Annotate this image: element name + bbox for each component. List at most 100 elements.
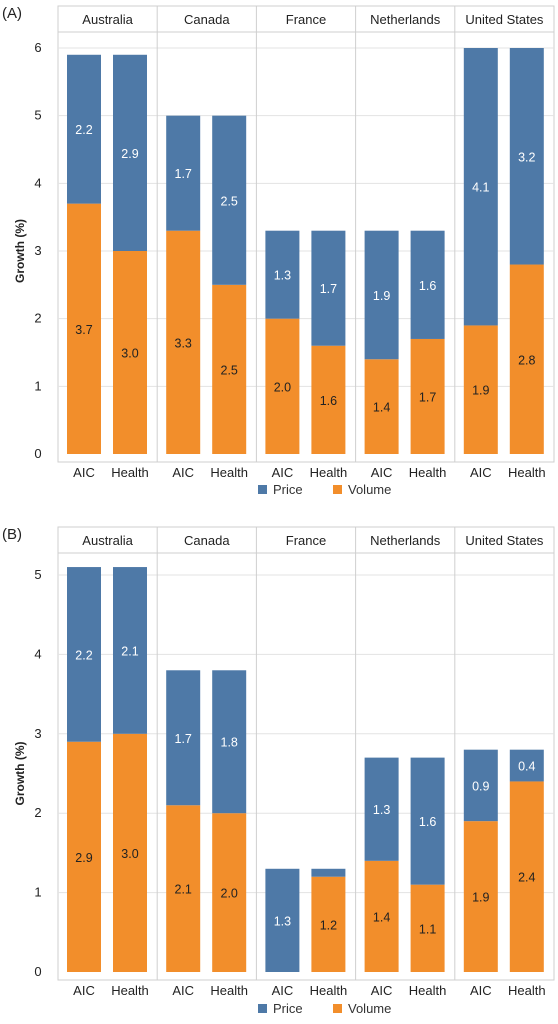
data-label-price: 1.3 (274, 914, 291, 928)
data-label-volume: 1.1 (419, 922, 436, 936)
x-tick-label-health: Health (210, 983, 248, 998)
data-label-volume: 2.0 (221, 887, 238, 901)
country-label-france: France (286, 533, 326, 548)
country-label-united-states: United States (465, 12, 544, 27)
data-label-price: 2.2 (75, 123, 92, 137)
data-label-price: 2.9 (121, 147, 138, 161)
bar-volume (311, 345, 346, 454)
country-label-canada: Canada (184, 12, 230, 27)
y-tick-label: 0 (34, 964, 41, 979)
data-label-volume: 1.4 (373, 401, 390, 415)
bar-price (463, 48, 498, 326)
bar-price (265, 868, 300, 972)
x-tick-label-health: Health (508, 465, 546, 480)
legend-label-price: Price (273, 482, 303, 497)
x-tick-label-aic: AIC (371, 983, 393, 998)
legend-label-volume: Volume (348, 1001, 391, 1016)
y-tick-label: 2 (34, 311, 41, 326)
bar-price (67, 54, 101, 204)
data-label-volume: 2.0 (274, 380, 291, 394)
facet-header-band (57, 5, 555, 33)
bar-volume (463, 821, 498, 972)
bar-volume (212, 284, 247, 454)
data-label-price: 1.9 (373, 289, 390, 303)
country-label-france: France (286, 12, 326, 27)
bar-price (463, 749, 498, 822)
legend: Price Volume (258, 1001, 391, 1016)
y-tick-label: 2 (34, 805, 41, 820)
y-axis-title: Growth (%) (13, 219, 27, 283)
x-tick-label-aic: AIC (272, 465, 294, 480)
bar-price (212, 670, 247, 814)
country-label-australia: Australia (82, 533, 133, 548)
bar-price (212, 115, 247, 285)
bar-volume (311, 876, 346, 972)
data-label-volume: 2.9 (75, 851, 92, 865)
x-tick-label-aic: AIC (73, 983, 95, 998)
bar-volume (410, 338, 445, 454)
y-tick-label: 1 (34, 378, 41, 393)
data-label-volume: 3.7 (75, 323, 92, 337)
bar-volume (67, 203, 101, 454)
x-tick-label-health: Health (409, 983, 447, 998)
data-label-price: 3.2 (518, 150, 535, 164)
data-label-volume: 2.8 (518, 353, 535, 367)
bar-price (410, 230, 445, 339)
bar-volume (265, 318, 300, 454)
data-label-price: 1.6 (419, 279, 436, 293)
country-label-united-states: United States (465, 533, 544, 548)
plot-frame (57, 552, 555, 981)
x-tick-label-aic: AIC (371, 465, 393, 480)
legend-swatch-price (258, 1004, 267, 1013)
bar-price (113, 567, 147, 734)
x-tick-label-aic: AIC (73, 465, 95, 480)
bar-volume (113, 733, 147, 972)
bar-price (410, 757, 445, 885)
facet-header-band (57, 526, 555, 554)
data-label-volume: 1.2 (320, 918, 337, 932)
data-label-volume: 1.9 (472, 384, 489, 398)
x-tick-label-health: Health (111, 465, 149, 480)
x-tick-label-health: Health (409, 465, 447, 480)
x-tick-label-health: Health (111, 983, 149, 998)
bar-price (166, 670, 201, 806)
data-label-volume: 3.0 (121, 847, 138, 861)
bar-volume (364, 860, 399, 972)
data-label-volume: 2.4 (518, 871, 535, 885)
data-label-volume: 2.5 (221, 363, 238, 377)
bar-volume (509, 781, 544, 972)
legend-label-price: Price (273, 1001, 303, 1016)
chart-panel-a: (A) 0 1 2 3 4 5 6 Growth (%) Australia 3.7 2.2 AIC 3.… (2, 5, 555, 497)
legend-label-volume: Volume (348, 482, 391, 497)
bar-volume (364, 359, 399, 454)
data-label-price: 4.1 (472, 181, 489, 195)
country-label-canada: Canada (184, 533, 230, 548)
x-tick-label-aic: AIC (172, 983, 194, 998)
data-label-volume: 2.1 (175, 883, 192, 897)
x-tick-label-health: Health (210, 465, 248, 480)
bar-volume (113, 251, 147, 454)
data-label-price: 2.2 (75, 648, 92, 662)
bar-volume (166, 805, 201, 972)
data-label-volume: 1.6 (320, 394, 337, 408)
y-tick-label: 3 (34, 243, 41, 258)
bar-price (509, 749, 544, 782)
data-label-price: 1.7 (175, 167, 192, 181)
legend-swatch-volume (333, 1004, 342, 1013)
bar-price (311, 230, 346, 346)
legend-swatch-volume (333, 485, 342, 494)
country-label-netherlands: Netherlands (370, 12, 441, 27)
data-label-volume: 3.0 (121, 347, 138, 361)
data-label-price: 1.3 (373, 803, 390, 817)
bar-price (311, 868, 346, 877)
x-tick-label-aic: AIC (470, 983, 492, 998)
x-tick-label-health: Health (310, 983, 348, 998)
panel-label: (B) (2, 526, 22, 543)
x-tick-label-health: Health (310, 465, 348, 480)
x-tick-label-health: Health (508, 983, 546, 998)
data-label-price: 1.8 (221, 736, 238, 750)
bar-price (509, 48, 544, 265)
plot-frame (57, 31, 555, 463)
data-label-price: 1.7 (175, 732, 192, 746)
data-label-price: 2.5 (221, 194, 238, 208)
